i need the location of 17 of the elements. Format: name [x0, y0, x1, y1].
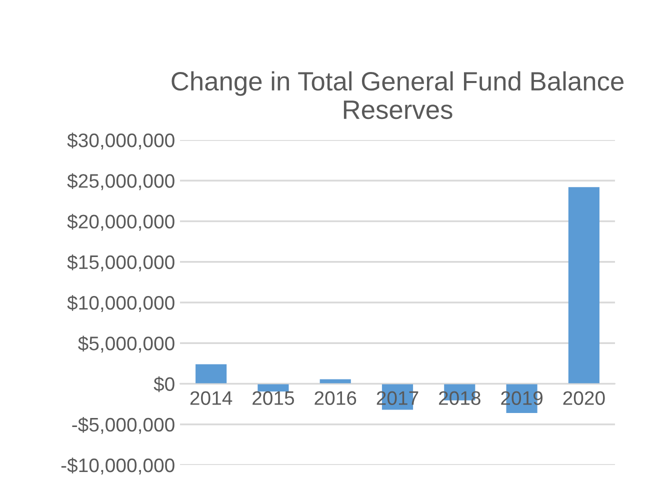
y-tick-label: -$10,000,000 — [61, 458, 174, 475]
x-tick-label: 2015 — [252, 391, 294, 405]
y-tick-label: -$5,000,000 — [72, 417, 174, 434]
y-tick-label: $20,000,000 — [67, 214, 174, 231]
x-tick-label: 2020 — [563, 391, 605, 405]
bar — [568, 187, 600, 384]
y-tick-label: $15,000,000 — [67, 254, 174, 272]
x-tick-label: 2016 — [314, 391, 356, 405]
y-tick-label: $25,000,000 — [67, 173, 174, 190]
bar — [258, 384, 289, 392]
y-tick-label: $5,000,000 — [78, 336, 174, 353]
y-tick-label: $0 — [154, 376, 174, 392]
chart-title: Change in Total General Fund Balance Reserves — [172, 71, 624, 120]
y-tick-label: $30,000,000 — [67, 132, 174, 150]
y-tick-label: $10,000,000 — [67, 295, 174, 312]
bar — [196, 364, 227, 384]
x-tick-label: 2014 — [190, 391, 232, 405]
